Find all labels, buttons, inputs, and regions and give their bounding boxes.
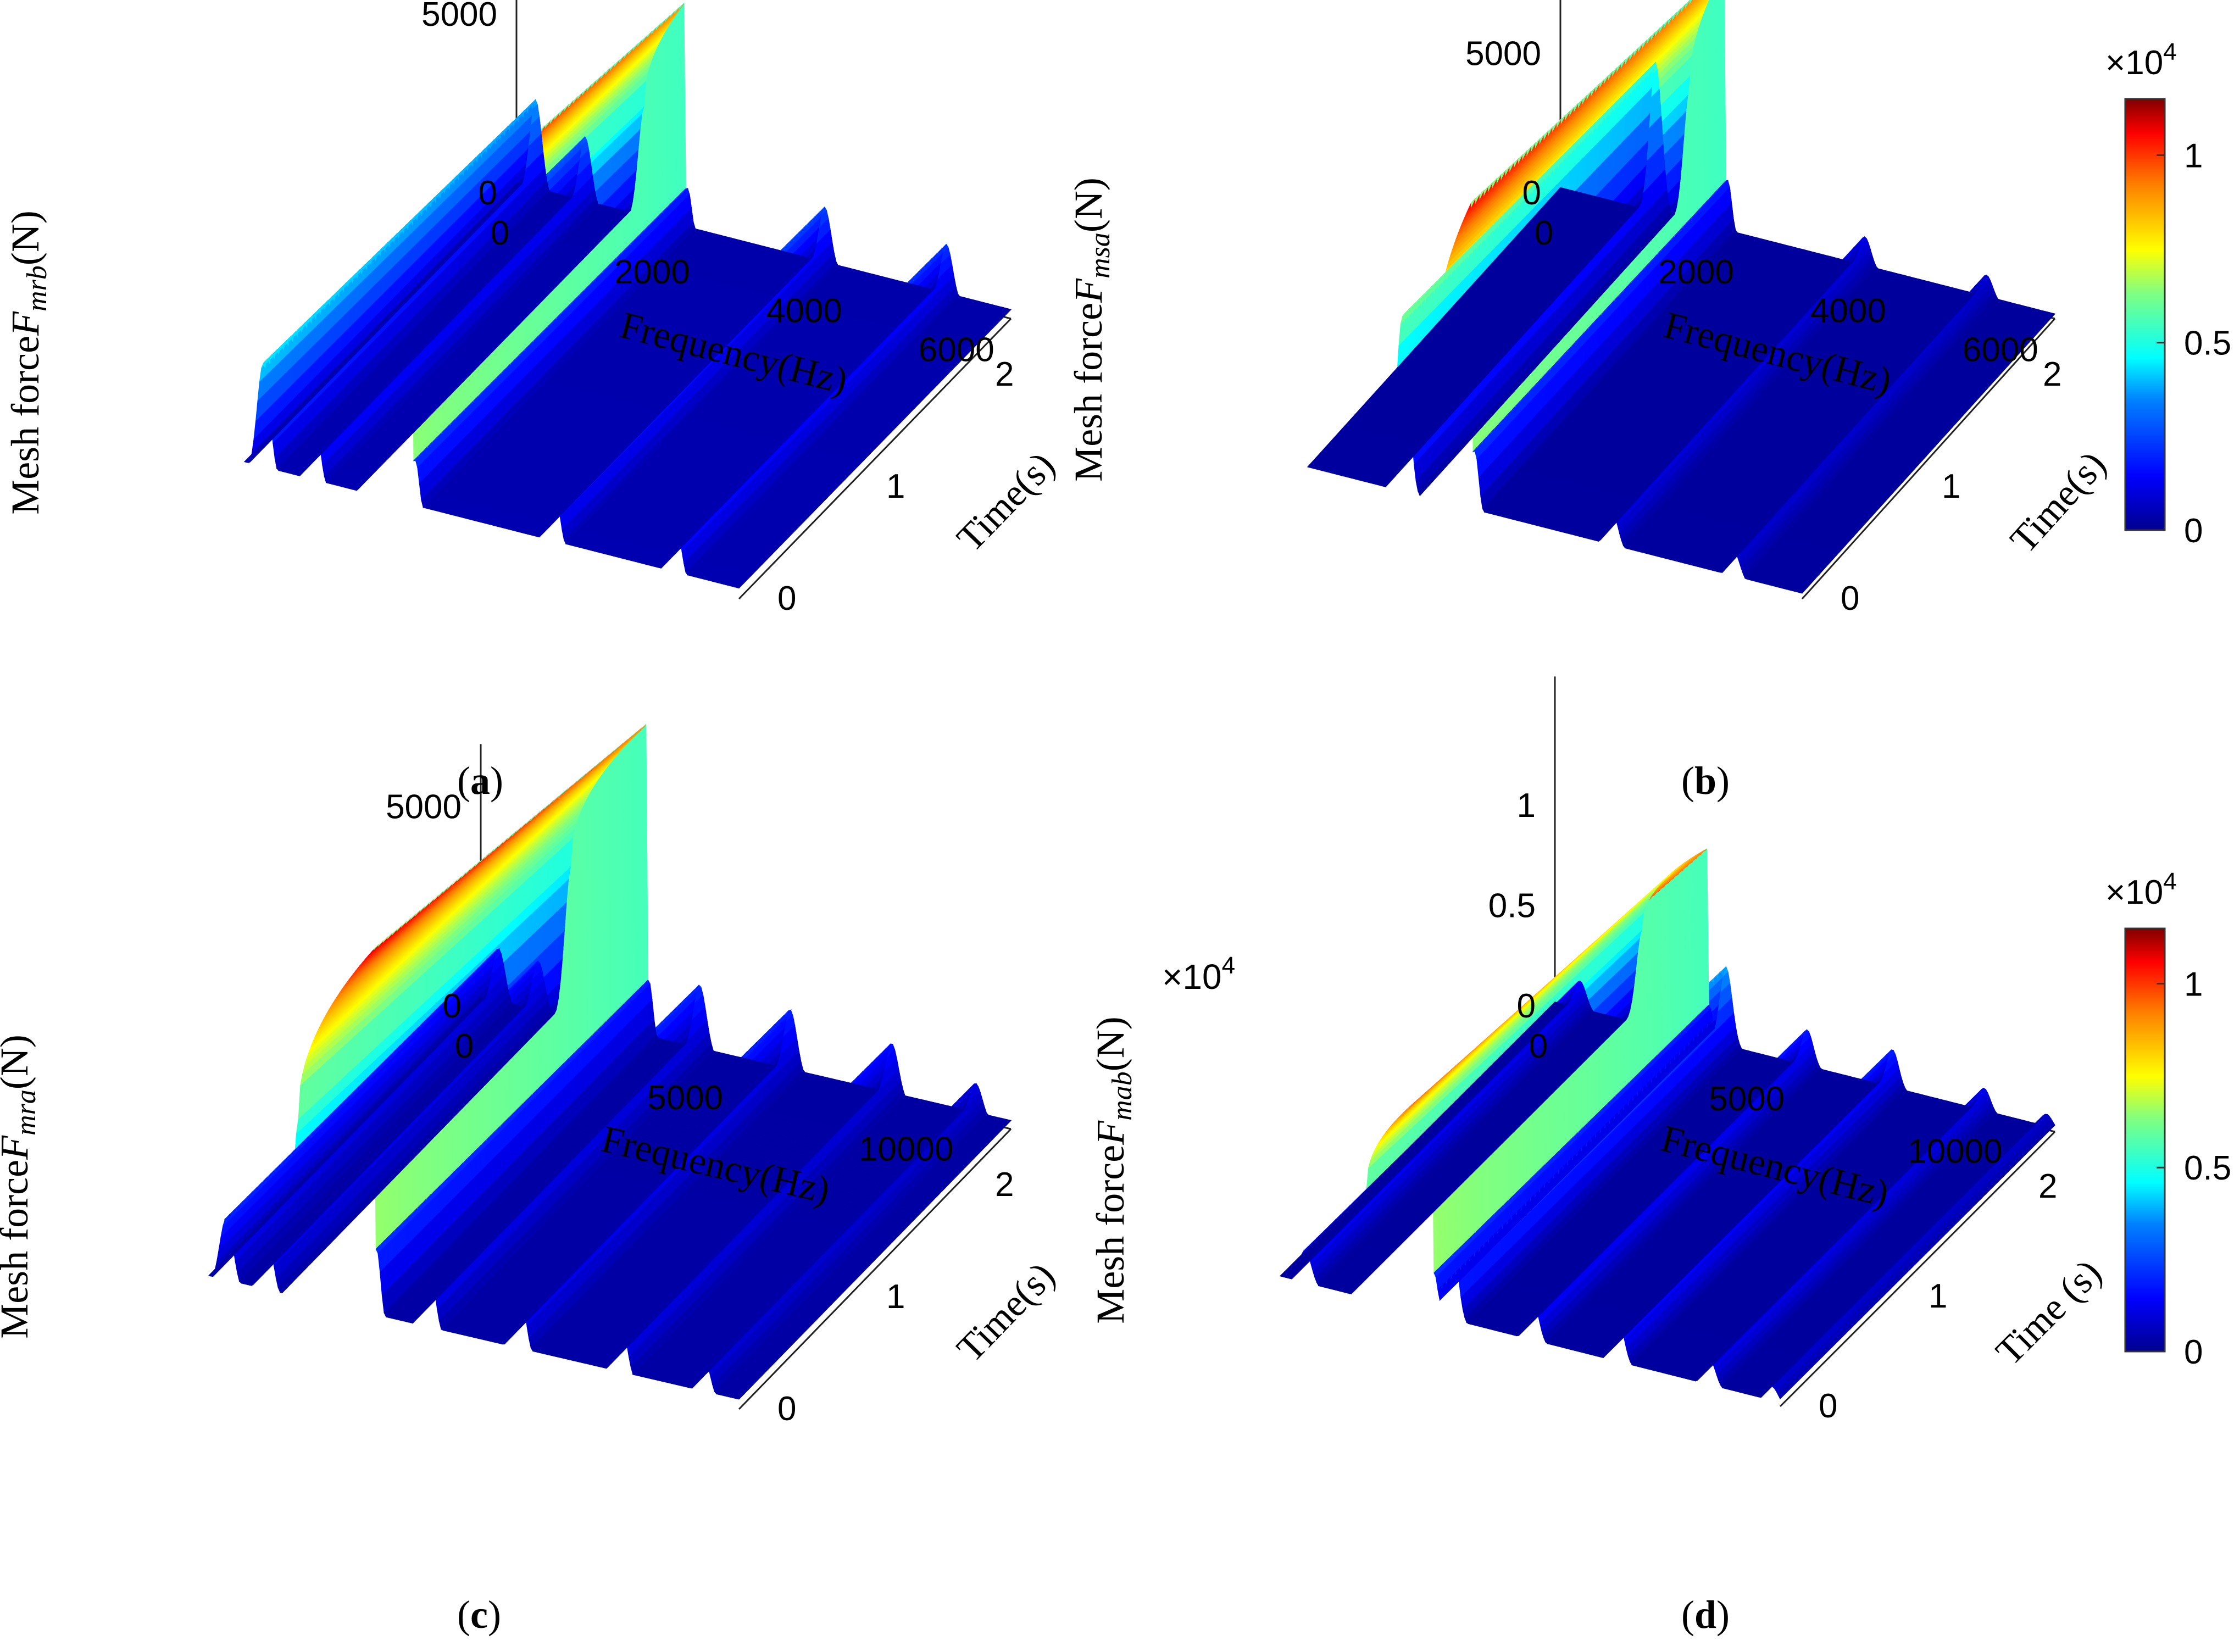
panel-a: 020004000600001205000Frequency(Hz)Time(s… (3, 0, 1063, 618)
figure-canvas: 020004000600001205000Frequency(Hz)Time(s… (0, 0, 2234, 1652)
